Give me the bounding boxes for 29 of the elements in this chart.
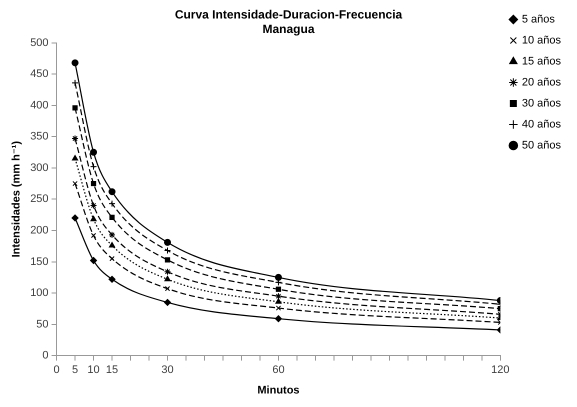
x-tick-label: 10 bbox=[87, 364, 100, 376]
y-tick-label: 450 bbox=[30, 68, 49, 80]
legend-label: 40 años bbox=[522, 118, 562, 131]
x-tick-label: 30 bbox=[161, 364, 174, 376]
y-axis-title: Intensidades (mm h⁻¹) bbox=[10, 140, 23, 258]
y-tick-label: 250 bbox=[30, 193, 49, 206]
y-tick-label: 200 bbox=[30, 224, 49, 237]
x-tick-label: 120 bbox=[491, 364, 510, 376]
x-tick-label: 0 bbox=[53, 364, 60, 376]
y-tick-label: 50 bbox=[36, 318, 49, 330]
x-tick-label: 60 bbox=[272, 364, 285, 376]
chart-title: Curva Intensidade-Duracion-Frecuencia bbox=[174, 8, 403, 22]
y-tick-label: 350 bbox=[30, 130, 49, 143]
legend-label: 10 años bbox=[522, 34, 562, 47]
y-tick-label: 0 bbox=[42, 350, 49, 362]
legend-label: 20 años bbox=[522, 76, 562, 89]
y-tick-label: 500 bbox=[30, 36, 49, 49]
legend-label: 5 años bbox=[522, 14, 556, 26]
y-tick-label: 400 bbox=[30, 99, 49, 112]
y-tick-label: 300 bbox=[30, 162, 49, 174]
x-axis-title: Minutos bbox=[257, 384, 300, 396]
legend-label: 30 años bbox=[522, 98, 562, 110]
legend-label: 50 años bbox=[522, 140, 562, 152]
y-tick-label: 150 bbox=[30, 256, 49, 268]
chart-subtitle: Managua bbox=[262, 22, 315, 36]
x-tick-label: 5 bbox=[72, 364, 78, 376]
y-tick-label: 100 bbox=[30, 287, 49, 300]
legend-label: 15 años bbox=[522, 56, 562, 68]
x-tick-label: 15 bbox=[106, 364, 118, 376]
